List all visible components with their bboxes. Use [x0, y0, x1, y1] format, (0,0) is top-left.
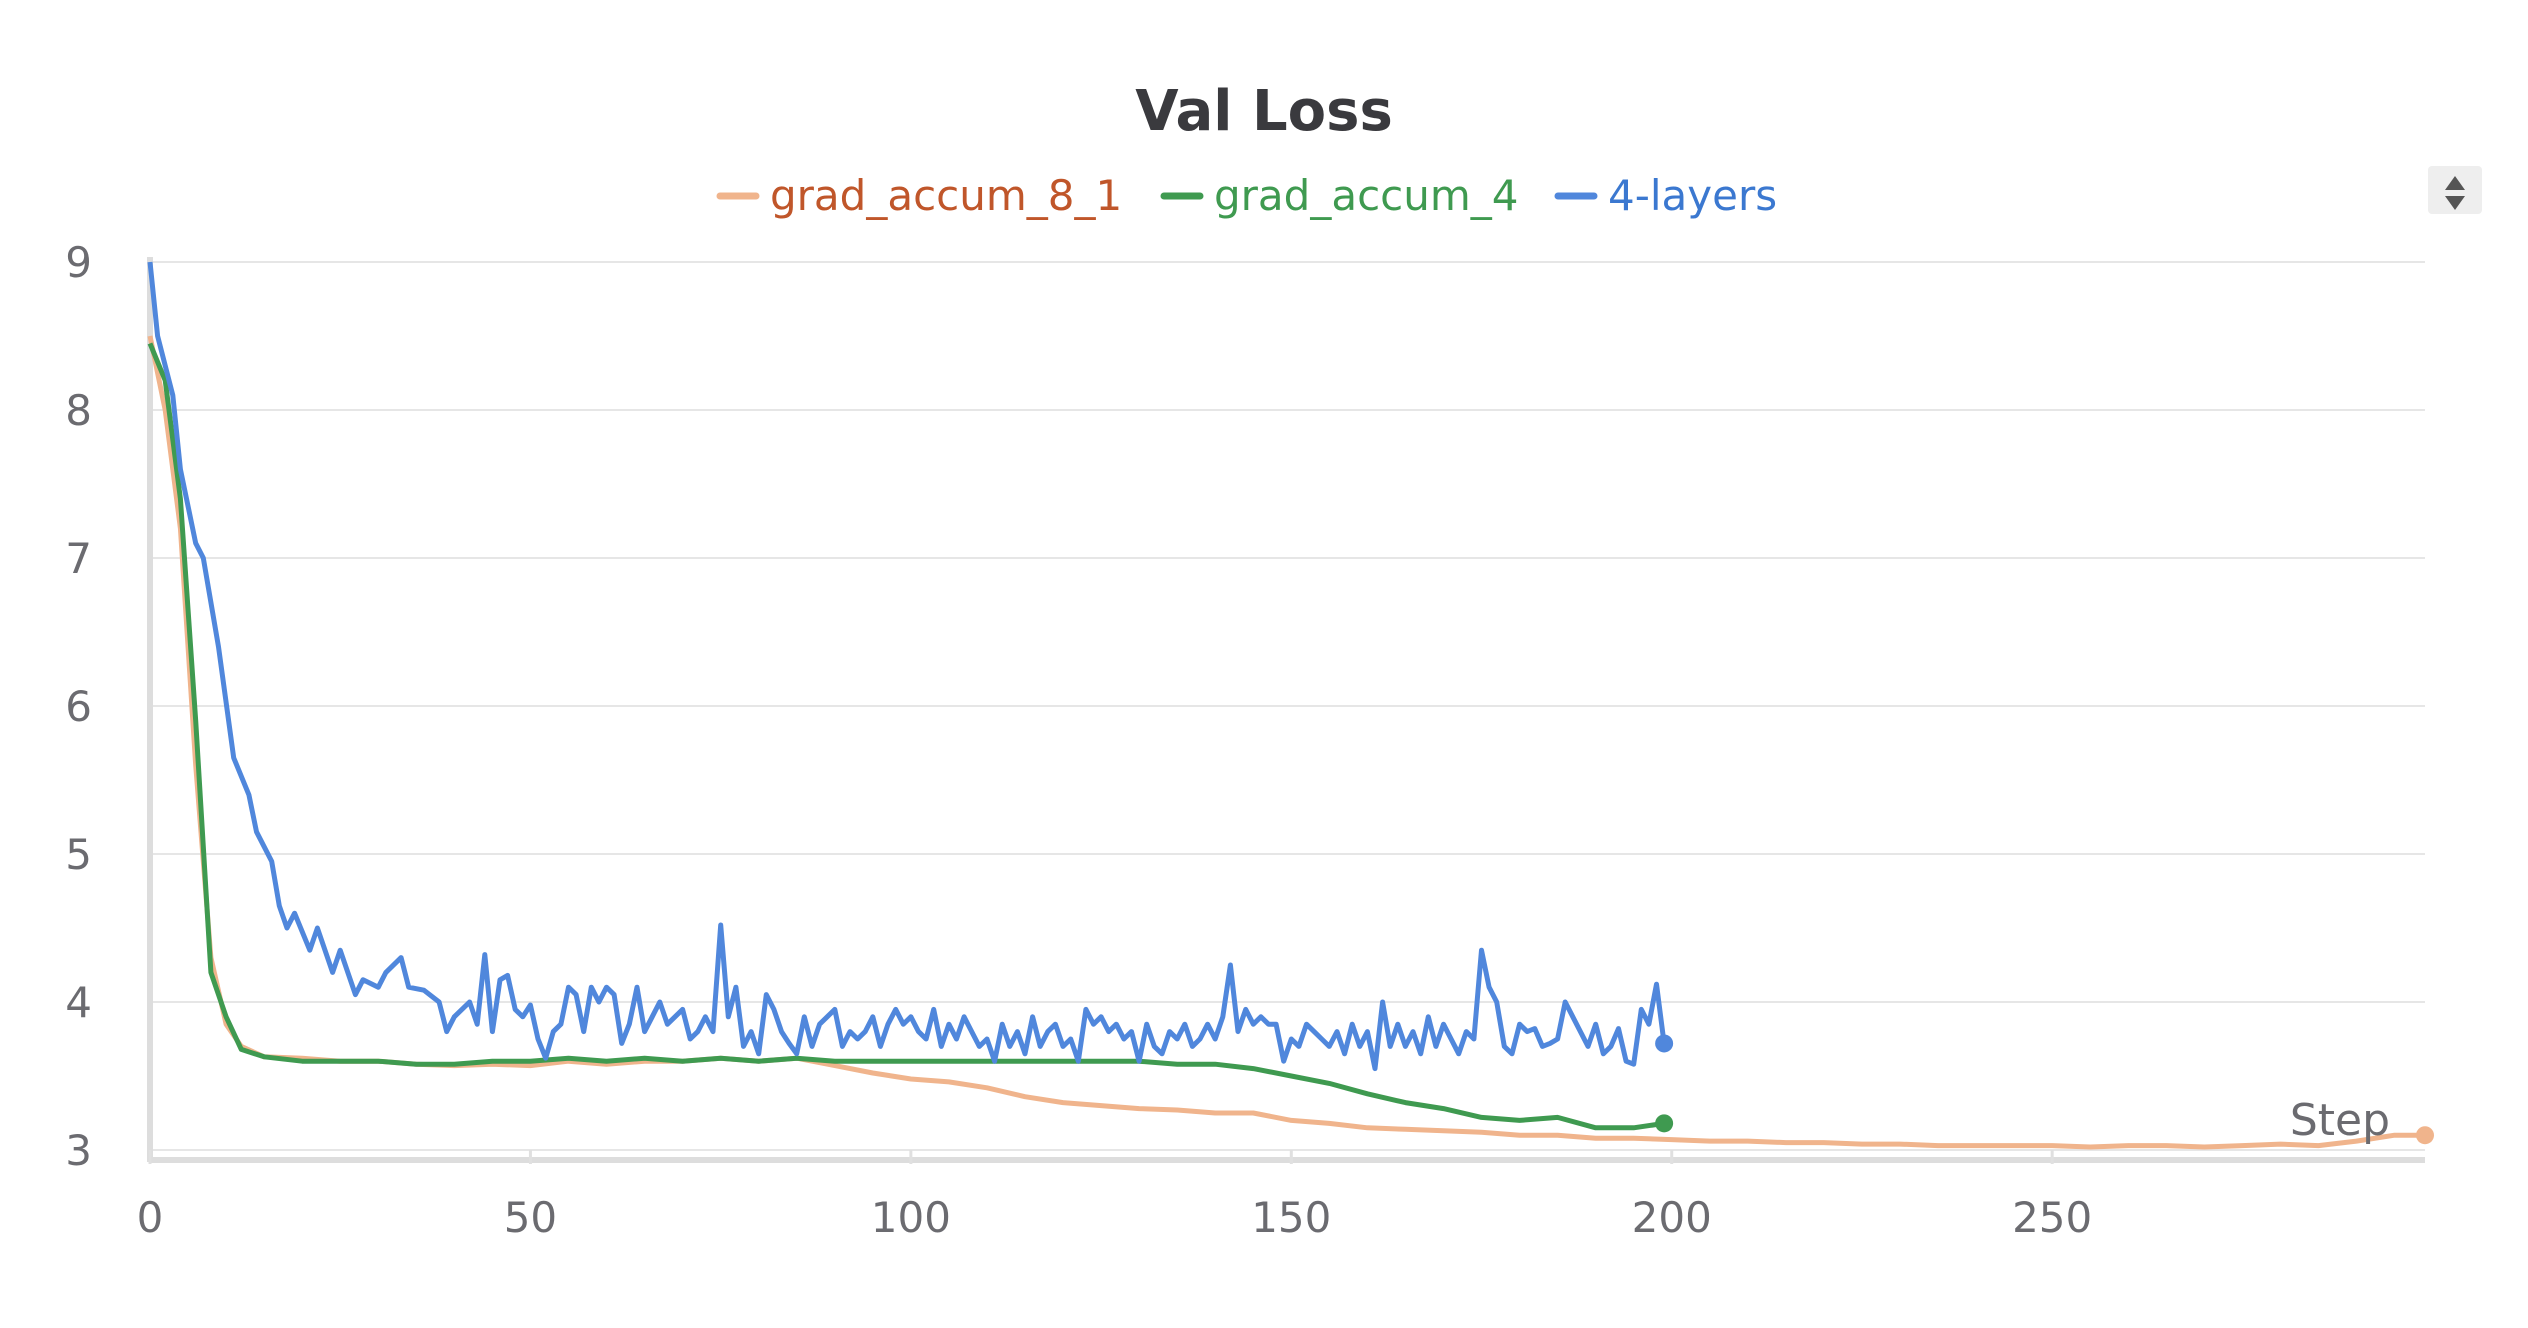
- y-tick-label: 9: [65, 238, 92, 287]
- y-tick-label: 8: [65, 386, 92, 435]
- plot-area: [147, 261, 2434, 1150]
- y-tick-label: 4: [65, 978, 92, 1027]
- x-tick-label: 50: [504, 1193, 557, 1242]
- series-line-grad_accum_4: [147, 342, 1665, 1131]
- series-line-4-layers: [147, 261, 1667, 1072]
- x-ticks: 0 50 100 150 200 250: [137, 1150, 2092, 1242]
- y-ticks: 3 4 5 6 7 8 9: [65, 238, 92, 1175]
- y-tick-label: 7: [65, 534, 92, 583]
- x-tick-label: 200: [1632, 1193, 1712, 1242]
- legend-label[interactable]: grad_accum_8_1: [770, 171, 1122, 220]
- x-tick-label: 250: [2012, 1193, 2092, 1242]
- x-axis-label: Step: [2290, 1095, 2390, 1146]
- legend: grad_accum_8_1 grad_accum_4 4-layers: [716, 171, 1777, 220]
- legend-scroll-control[interactable]: [2428, 166, 2482, 214]
- x-tick-label: 150: [1251, 1193, 1331, 1242]
- y-tick-label: 5: [65, 830, 92, 879]
- grid: [150, 261, 2425, 1151]
- chevron-up-icon: [2445, 176, 2465, 190]
- series-end-marker-grad_accum_8_1: [2416, 1126, 2434, 1145]
- series-end-marker-grad_accum_4: [1655, 1114, 1674, 1133]
- legend-label[interactable]: 4-layers: [1608, 171, 1777, 220]
- chevron-down-icon: [2445, 196, 2465, 210]
- y-tick-label: 6: [65, 682, 92, 731]
- x-tick-label: 100: [871, 1193, 951, 1242]
- series-end-marker-4-layers: [1655, 1034, 1674, 1053]
- legend-label[interactable]: grad_accum_4: [1214, 171, 1519, 220]
- chart-title: Val Loss: [1135, 79, 1393, 144]
- x-tick-label: 0: [137, 1193, 164, 1242]
- y-tick-label: 3: [65, 1126, 92, 1175]
